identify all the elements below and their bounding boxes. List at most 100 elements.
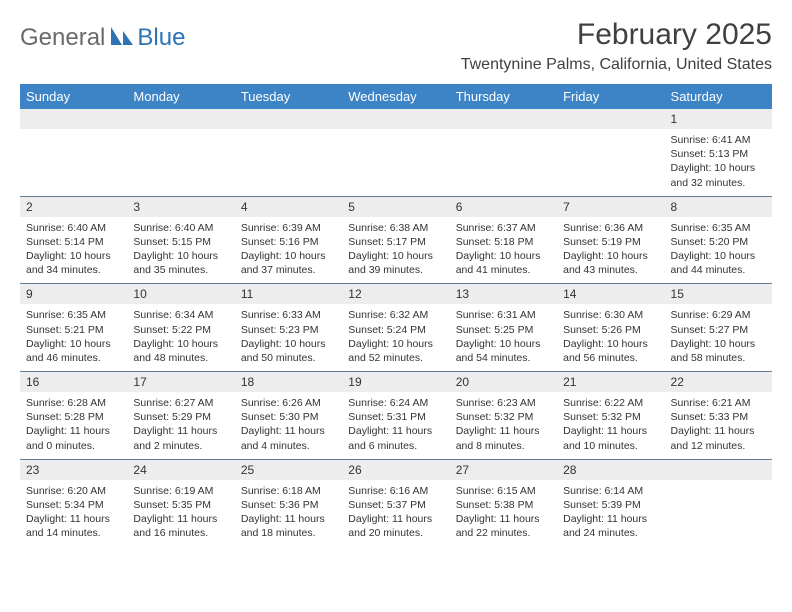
day-info: Sunrise: 6:23 AMSunset: 5:32 PMDaylight:… xyxy=(450,392,557,459)
day-info: Sunrise: 6:28 AMSunset: 5:28 PMDaylight:… xyxy=(20,392,127,459)
weekday-header: Wednesday xyxy=(342,84,449,109)
weekday-header: Friday xyxy=(557,84,664,109)
daylight-text: Daylight: 11 hours and 22 minutes. xyxy=(456,512,551,540)
day-number: 11 xyxy=(235,284,342,304)
day-info: Sunrise: 6:19 AMSunset: 5:35 PMDaylight:… xyxy=(127,480,234,547)
calendar-cell: 9Sunrise: 6:35 AMSunset: 5:21 PMDaylight… xyxy=(20,284,127,372)
daylight-text: Daylight: 11 hours and 24 minutes. xyxy=(563,512,658,540)
calendar-row: 2Sunrise: 6:40 AMSunset: 5:14 PMDaylight… xyxy=(20,196,772,284)
day-info: Sunrise: 6:30 AMSunset: 5:26 PMDaylight:… xyxy=(557,304,664,371)
sunset-text: Sunset: 5:28 PM xyxy=(26,410,121,424)
calendar-cell: 10Sunrise: 6:34 AMSunset: 5:22 PMDayligh… xyxy=(127,284,234,372)
day-number: 18 xyxy=(235,372,342,392)
sail-icon xyxy=(109,25,135,52)
sunset-text: Sunset: 5:20 PM xyxy=(671,235,766,249)
day-info: Sunrise: 6:15 AMSunset: 5:38 PMDaylight:… xyxy=(450,480,557,547)
calendar-cell xyxy=(235,109,342,196)
sunrise-text: Sunrise: 6:24 AM xyxy=(348,396,443,410)
calendar-cell: 16Sunrise: 6:28 AMSunset: 5:28 PMDayligh… xyxy=(20,372,127,460)
calendar-cell: 14Sunrise: 6:30 AMSunset: 5:26 PMDayligh… xyxy=(557,284,664,372)
day-number xyxy=(450,109,557,129)
logo: General Blue xyxy=(20,18,185,52)
day-number: 12 xyxy=(342,284,449,304)
day-info: Sunrise: 6:20 AMSunset: 5:34 PMDaylight:… xyxy=(20,480,127,547)
logo-text-blue: Blue xyxy=(137,24,185,52)
day-number: 7 xyxy=(557,197,664,217)
day-number: 3 xyxy=(127,197,234,217)
day-info: Sunrise: 6:35 AMSunset: 5:20 PMDaylight:… xyxy=(665,217,772,284)
calendar-cell xyxy=(20,109,127,196)
day-info: Sunrise: 6:27 AMSunset: 5:29 PMDaylight:… xyxy=(127,392,234,459)
sunrise-text: Sunrise: 6:40 AM xyxy=(26,221,121,235)
day-info: Sunrise: 6:14 AMSunset: 5:39 PMDaylight:… xyxy=(557,480,664,547)
calendar-row: 1Sunrise: 6:41 AMSunset: 5:13 PMDaylight… xyxy=(20,109,772,196)
daylight-text: Daylight: 11 hours and 18 minutes. xyxy=(241,512,336,540)
day-number: 15 xyxy=(665,284,772,304)
day-info: Sunrise: 6:40 AMSunset: 5:15 PMDaylight:… xyxy=(127,217,234,284)
day-number: 9 xyxy=(20,284,127,304)
weekday-header: Saturday xyxy=(665,84,772,109)
day-info: Sunrise: 6:22 AMSunset: 5:32 PMDaylight:… xyxy=(557,392,664,459)
calendar-cell: 28Sunrise: 6:14 AMSunset: 5:39 PMDayligh… xyxy=(557,459,664,546)
calendar-cell: 7Sunrise: 6:36 AMSunset: 5:19 PMDaylight… xyxy=(557,196,664,284)
sunrise-text: Sunrise: 6:21 AM xyxy=(671,396,766,410)
sunrise-text: Sunrise: 6:40 AM xyxy=(133,221,228,235)
weekday-header-row: Sunday Monday Tuesday Wednesday Thursday… xyxy=(20,84,772,109)
daylight-text: Daylight: 10 hours and 52 minutes. xyxy=(348,337,443,365)
sunset-text: Sunset: 5:33 PM xyxy=(671,410,766,424)
sunset-text: Sunset: 5:16 PM xyxy=(241,235,336,249)
daylight-text: Daylight: 11 hours and 16 minutes. xyxy=(133,512,228,540)
weekday-header: Tuesday xyxy=(235,84,342,109)
sunset-text: Sunset: 5:13 PM xyxy=(671,147,766,161)
sunrise-text: Sunrise: 6:19 AM xyxy=(133,484,228,498)
calendar-cell xyxy=(450,109,557,196)
sunset-text: Sunset: 5:32 PM xyxy=(456,410,551,424)
sunrise-text: Sunrise: 6:16 AM xyxy=(348,484,443,498)
day-number: 28 xyxy=(557,460,664,480)
daylight-text: Daylight: 10 hours and 37 minutes. xyxy=(241,249,336,277)
sunset-text: Sunset: 5:31 PM xyxy=(348,410,443,424)
sunrise-text: Sunrise: 6:41 AM xyxy=(671,133,766,147)
calendar-cell: 8Sunrise: 6:35 AMSunset: 5:20 PMDaylight… xyxy=(665,196,772,284)
sunset-text: Sunset: 5:17 PM xyxy=(348,235,443,249)
sunset-text: Sunset: 5:27 PM xyxy=(671,323,766,337)
calendar-cell xyxy=(665,459,772,546)
day-number: 25 xyxy=(235,460,342,480)
calendar-cell: 26Sunrise: 6:16 AMSunset: 5:37 PMDayligh… xyxy=(342,459,449,546)
sunset-text: Sunset: 5:37 PM xyxy=(348,498,443,512)
sunset-text: Sunset: 5:38 PM xyxy=(456,498,551,512)
sunset-text: Sunset: 5:34 PM xyxy=(26,498,121,512)
calendar-cell: 11Sunrise: 6:33 AMSunset: 5:23 PMDayligh… xyxy=(235,284,342,372)
calendar-cell xyxy=(342,109,449,196)
sunset-text: Sunset: 5:29 PM xyxy=(133,410,228,424)
day-number xyxy=(342,109,449,129)
day-number: 22 xyxy=(665,372,772,392)
daylight-text: Daylight: 10 hours and 50 minutes. xyxy=(241,337,336,365)
calendar-cell xyxy=(127,109,234,196)
calendar-cell: 23Sunrise: 6:20 AMSunset: 5:34 PMDayligh… xyxy=(20,459,127,546)
sunrise-text: Sunrise: 6:26 AM xyxy=(241,396,336,410)
day-info: Sunrise: 6:24 AMSunset: 5:31 PMDaylight:… xyxy=(342,392,449,459)
day-info: Sunrise: 6:36 AMSunset: 5:19 PMDaylight:… xyxy=(557,217,664,284)
sunset-text: Sunset: 5:26 PM xyxy=(563,323,658,337)
day-info: Sunrise: 6:41 AMSunset: 5:13 PMDaylight:… xyxy=(665,129,772,196)
daylight-text: Daylight: 10 hours and 56 minutes. xyxy=(563,337,658,365)
day-info: Sunrise: 6:35 AMSunset: 5:21 PMDaylight:… xyxy=(20,304,127,371)
sunrise-text: Sunrise: 6:33 AM xyxy=(241,308,336,322)
daylight-text: Daylight: 11 hours and 12 minutes. xyxy=(671,424,766,452)
day-number: 8 xyxy=(665,197,772,217)
daylight-text: Daylight: 11 hours and 8 minutes. xyxy=(456,424,551,452)
day-info: Sunrise: 6:32 AMSunset: 5:24 PMDaylight:… xyxy=(342,304,449,371)
sunrise-text: Sunrise: 6:14 AM xyxy=(563,484,658,498)
sunrise-text: Sunrise: 6:22 AM xyxy=(563,396,658,410)
header: General Blue February 2025 Twentynine Pa… xyxy=(20,18,772,74)
sunrise-text: Sunrise: 6:39 AM xyxy=(241,221,336,235)
day-number: 4 xyxy=(235,197,342,217)
calendar-cell: 3Sunrise: 6:40 AMSunset: 5:15 PMDaylight… xyxy=(127,196,234,284)
sunrise-text: Sunrise: 6:18 AM xyxy=(241,484,336,498)
calendar-cell: 17Sunrise: 6:27 AMSunset: 5:29 PMDayligh… xyxy=(127,372,234,460)
day-number xyxy=(20,109,127,129)
calendar-cell: 12Sunrise: 6:32 AMSunset: 5:24 PMDayligh… xyxy=(342,284,449,372)
calendar-cell: 27Sunrise: 6:15 AMSunset: 5:38 PMDayligh… xyxy=(450,459,557,546)
daylight-text: Daylight: 10 hours and 46 minutes. xyxy=(26,337,121,365)
